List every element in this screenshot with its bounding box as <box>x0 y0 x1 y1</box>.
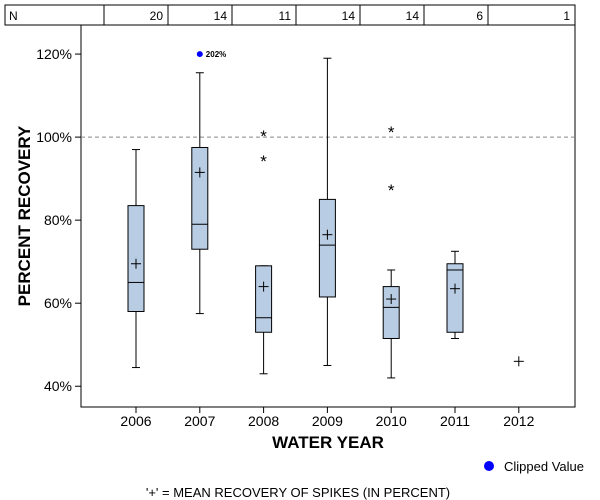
y-axis-title: PERCENT RECOVERY <box>15 125 34 306</box>
x-tick-label: 2008 <box>248 413 279 429</box>
box-series: ****202% <box>127 50 524 379</box>
box <box>382 286 400 339</box>
outlier-marker: * <box>388 123 395 142</box>
x-axis-title: WATER YEAR <box>272 433 384 452</box>
box-group-2008: ** <box>255 127 273 375</box>
n-count-row: N 20 14 11 14 14 6 1 <box>4 4 576 26</box>
y-tick-label: 80% <box>44 212 72 228</box>
x-tick-label: 2011 <box>440 413 470 429</box>
x-tick-label: 2012 <box>503 413 534 429</box>
n-count: 11 <box>279 9 292 23</box>
x-tick-label: 2010 <box>376 413 407 429</box>
clipped-value-label: 202% <box>206 50 226 59</box>
n-count: 20 <box>150 9 164 23</box>
legend: Clipped Value <box>484 459 584 474</box>
x-tick-label: 2007 <box>184 413 215 429</box>
box <box>318 198 336 298</box>
y-tick-label: 60% <box>44 295 72 311</box>
legend-clipped-marker <box>484 461 494 471</box>
box <box>446 263 464 333</box>
box-group-2007 <box>191 72 209 315</box>
mean-footnote: '+' = MEAN RECOVERY OF SPIKES (IN PERCEN… <box>146 485 450 500</box>
n-count: 14 <box>342 9 356 23</box>
box-group-2012 <box>513 356 524 367</box>
box-group-2006 <box>127 149 145 369</box>
y-axis: 40% 60% 80% 100% 120% <box>36 46 81 394</box>
n-count: 14 <box>214 9 228 23</box>
y-tick-label: 40% <box>44 378 72 394</box>
box <box>127 205 145 312</box>
x-tick-label: 2009 <box>312 413 343 429</box>
n-count: 1 <box>563 9 570 23</box>
outlier-marker: * <box>260 152 267 171</box>
box-group-2010: ** <box>382 123 400 379</box>
clipped-value-marker <box>196 51 203 58</box>
box-group-2011 <box>446 250 464 339</box>
box <box>191 146 209 250</box>
legend-clipped-label: Clipped Value <box>504 459 584 474</box>
outlier-marker: * <box>260 127 267 146</box>
plot-frame <box>80 24 576 408</box>
n-count: 14 <box>406 9 420 23</box>
y-tick-label: 120% <box>36 46 72 62</box>
n-label: N <box>9 9 18 23</box>
n-count: 6 <box>476 9 483 23</box>
x-axis: 2006 2007 2008 2009 2010 2011 2012 <box>120 407 535 429</box>
box-group-2009 <box>318 57 336 366</box>
x-tick-label: 2006 <box>120 413 151 429</box>
outlier-marker: * <box>388 181 395 200</box>
box <box>255 265 273 333</box>
y-tick-label: 100% <box>36 129 72 145</box>
